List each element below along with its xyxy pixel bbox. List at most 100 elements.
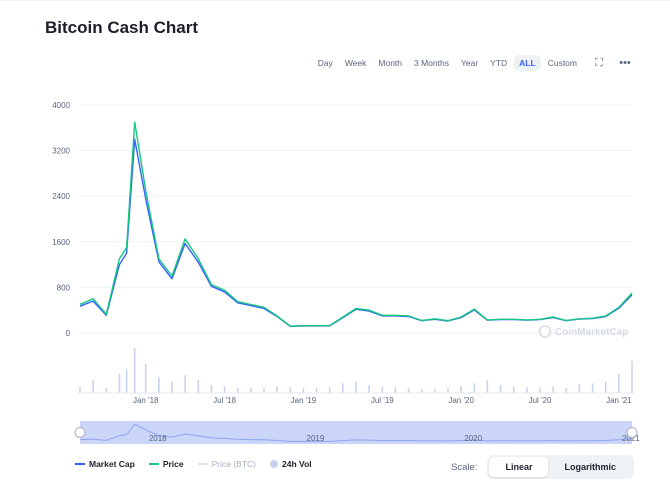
scale-linear-button[interactable]: Linear [489,457,549,477]
volume-bar [158,376,160,393]
volume-bar [591,383,594,393]
legend-item-market-cap[interactable]: Market Cap [75,459,135,469]
volume-bar [460,385,462,393]
range-button-ytd[interactable]: YTD [490,58,508,68]
series-lines [79,121,633,328]
top-divider [0,0,670,1]
legend-swatch-volume [270,460,279,468]
scale-switch: Scale: Linear Logarithmic [451,455,634,479]
volume-bars [79,348,633,394]
more-icon[interactable]: ••• [619,57,631,69]
legend-label-volume: 24h Vol [282,459,312,469]
price-chart[interactable]: 4000 3200 2400 1600 800 0 CoinMarketCap Jan '… [0,90,670,455]
legend-item-price-btc[interactable]: Price (BTC) [197,459,257,469]
y-tick-label: 2400 [52,192,70,201]
volume-bar [512,386,515,393]
x-axis-ticks: Jan '18 Jul '18 Jan '19 Jul '19 Jan '20 Jul '… [133,396,632,405]
range-button-year[interactable]: Year [460,58,479,68]
range-button-custom[interactable]: Custom [547,58,577,68]
y-tick-label: 0 [66,329,71,338]
volume-bar [499,384,502,393]
volume-bar [223,386,226,393]
volume-bar [526,387,528,393]
legend-label-market-cap: Market Cap [89,459,135,469]
volume-bar [604,381,607,393]
y-axis-ticks: 4000 3200 2400 1600 800 0 [52,101,70,338]
page-title: Bitcoin Cash Chart [45,18,199,37]
volume-bar [302,388,305,393]
volume-bar [355,381,357,393]
scale-toggle-group: Linear Logarithmic [487,455,634,479]
legend-swatch-price-btc [197,463,208,465]
legend-item-volume[interactable]: 24h Vol [270,459,312,469]
series-line-market-cap [79,138,633,328]
volume-bar [263,388,265,393]
x-tick-label: Jul '19 [371,396,394,405]
volume-bar [118,373,121,393]
range-button-month[interactable]: Month [378,58,403,68]
x-tick-label: Jan '20 [448,396,474,405]
range-navigator[interactable]: 2018 2019 2020 2021 [74,421,640,444]
volume-bar [328,387,331,393]
x-tick-label: Jan '19 [291,396,317,405]
x-tick-label: Jul '18 [213,396,236,405]
volume-bar [434,388,436,393]
y-tick-label: 800 [57,283,71,292]
volume-bar [315,388,318,393]
chart-legend: Market Cap Price Price (BTC) 24h Vol [75,459,312,469]
fullscreen-icon[interactable]: ⛶ [595,56,603,69]
scale-log-button[interactable]: Logarithmic [564,462,616,472]
y-tick-label: 3200 [52,147,70,156]
volume-bar [125,368,128,393]
navigator-tick-label: 2018 [149,434,167,443]
legend-label-price-btc: Price (BTC) [211,459,257,469]
volume-bar [631,360,633,393]
volume-bar [539,387,541,393]
volume-bar [92,380,94,393]
volume-bar [407,388,410,393]
legend-swatch-price [148,463,159,465]
volume-bar [578,384,581,393]
volume-bar [236,388,239,393]
range-toolbar: Day Week Month 3 Months Year YTD ALL Cus… [313,55,634,71]
navigator-tick-label: 2021 [622,434,640,443]
navigator-handle-left[interactable] [74,427,86,438]
volume-bar [105,388,108,393]
legend-swatch-market-cap [75,463,85,465]
volume-bar [79,386,81,393]
volume-bar [133,348,136,393]
legend-label-price: Price [162,459,184,469]
range-button-day[interactable]: Day [317,58,333,68]
volume-bar [368,384,370,393]
x-tick-label: Jul '20 [529,396,552,405]
volume-bar [565,388,568,393]
grid-lines [80,104,632,334]
scale-label: Scale: [451,461,478,473]
volume-bar [473,383,476,393]
volume-bar [184,375,186,393]
volume-bar [552,386,554,393]
volume-bar [289,387,292,393]
volume-bar [250,388,252,393]
navigator-handle-right[interactable] [626,427,638,438]
volume-bar [171,381,173,393]
coinmarketcap-logo-icon [538,325,552,338]
y-tick-label: 1600 [52,238,70,247]
y-tick-label: 4000 [52,101,70,110]
volume-bar [420,388,423,393]
range-button-3-months[interactable]: 3 Months [414,58,449,68]
watermark-text: CoinMarketCap [555,327,628,338]
volume-bar [197,380,200,393]
volume-bar [447,388,449,393]
volume-bar [276,386,278,393]
series-line-price [79,121,633,327]
x-tick-label: Jan '18 [133,396,159,405]
legend-item-price[interactable]: Price [148,459,184,469]
range-button-all[interactable]: ALL [514,55,541,71]
navigator-tick-label: 2019 [307,434,325,443]
navigator-tick-label: 2020 [464,434,482,443]
range-button-week[interactable]: Week [344,58,367,68]
volume-bar [381,386,384,393]
x-tick-label: Jan '21 [606,396,632,405]
volume-bar [210,384,213,393]
